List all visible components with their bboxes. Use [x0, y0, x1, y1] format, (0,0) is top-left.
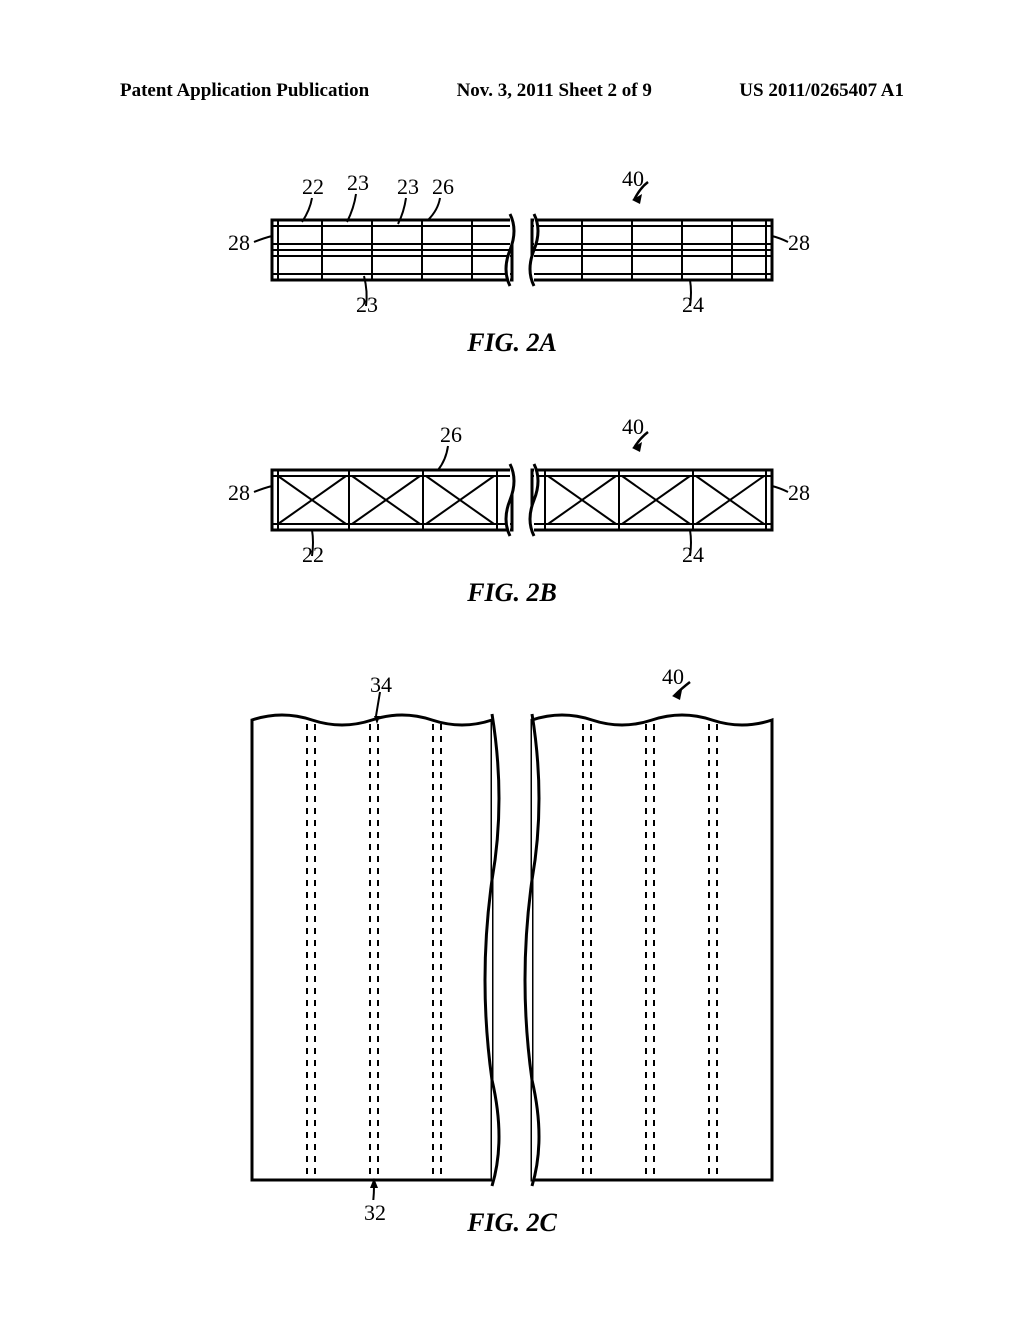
ref-28l: 28 [228, 230, 250, 256]
ref-24b: 24 [682, 542, 704, 568]
ref-40c: 40 [662, 664, 684, 690]
figure-2b: 26 40 28 28 22 24 [192, 430, 832, 608]
fig-2a-caption: FIG. 2A [192, 328, 832, 358]
fig-2b-caption: FIG. 2B [192, 578, 832, 608]
ref-32: 32 [364, 1200, 386, 1226]
ref-40b: 40 [622, 414, 644, 440]
header-right: US 2011/0265407 A1 [739, 80, 904, 102]
fig-2b-svg [192, 430, 832, 570]
ref-28r: 28 [788, 230, 810, 256]
ref-28rb: 28 [788, 480, 810, 506]
ref-23b: 23 [397, 174, 419, 200]
ref-23c: 23 [356, 292, 378, 318]
header-center: Nov. 3, 2011 Sheet 2 of 9 [457, 80, 652, 102]
ref-40: 40 [622, 166, 644, 192]
page-header: Patent Application Publication Nov. 3, 2… [120, 80, 904, 102]
figure-2a: 22 23 23 26 40 28 28 23 24 [192, 180, 832, 358]
ref-23a: 23 [347, 170, 369, 196]
ref-34: 34 [370, 672, 392, 698]
ref-26: 26 [432, 174, 454, 200]
fig-2c-svg [192, 680, 832, 1200]
ref-22b: 22 [302, 542, 324, 568]
ref-22: 22 [302, 174, 324, 200]
ref-24: 24 [682, 292, 704, 318]
figure-2c: 34 40 32 FIG. 2C [192, 680, 832, 1238]
fig-2c-caption: FIG. 2C [192, 1208, 832, 1238]
fig-2a-svg [192, 180, 832, 320]
ref-28lb: 28 [228, 480, 250, 506]
ref-26b: 26 [440, 422, 462, 448]
header-left: Patent Application Publication [120, 80, 369, 102]
